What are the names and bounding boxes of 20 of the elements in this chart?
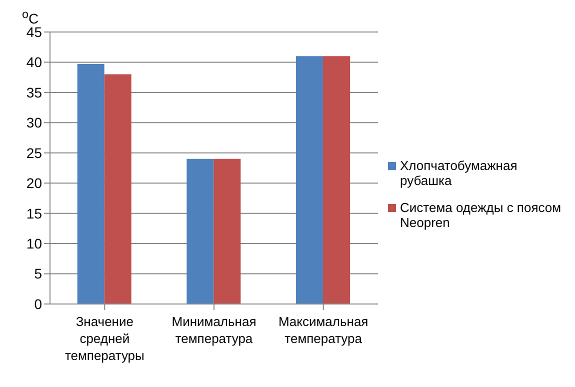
bar [77,64,104,304]
y-tick-label: 25 [26,144,42,161]
legend-label: Хлопчатобумажная рубашка [400,158,518,188]
bar [104,74,132,304]
y-tick-label: 10 [26,236,42,252]
x-tick-label: Значение средней температуры [64,314,144,363]
y-tick-label: 20 [26,175,42,192]
bar [296,56,323,304]
bar [186,158,214,304]
y-tick-label: 5 [34,266,42,282]
y-tick-label: 40 [26,54,42,70]
bar [214,158,241,304]
legend-label: Система одежды с поясом Neopren [400,200,562,230]
x-tick-label: Минимальная температура [172,314,256,346]
y-tick-label: 35 [26,84,42,100]
y-tick-label: 30 [26,114,42,131]
bar [323,56,350,304]
y-tick-label: 15 [26,205,42,222]
y-tick-label: 0 [34,296,42,312]
x-tick-label: Максимальная температура [278,314,368,346]
